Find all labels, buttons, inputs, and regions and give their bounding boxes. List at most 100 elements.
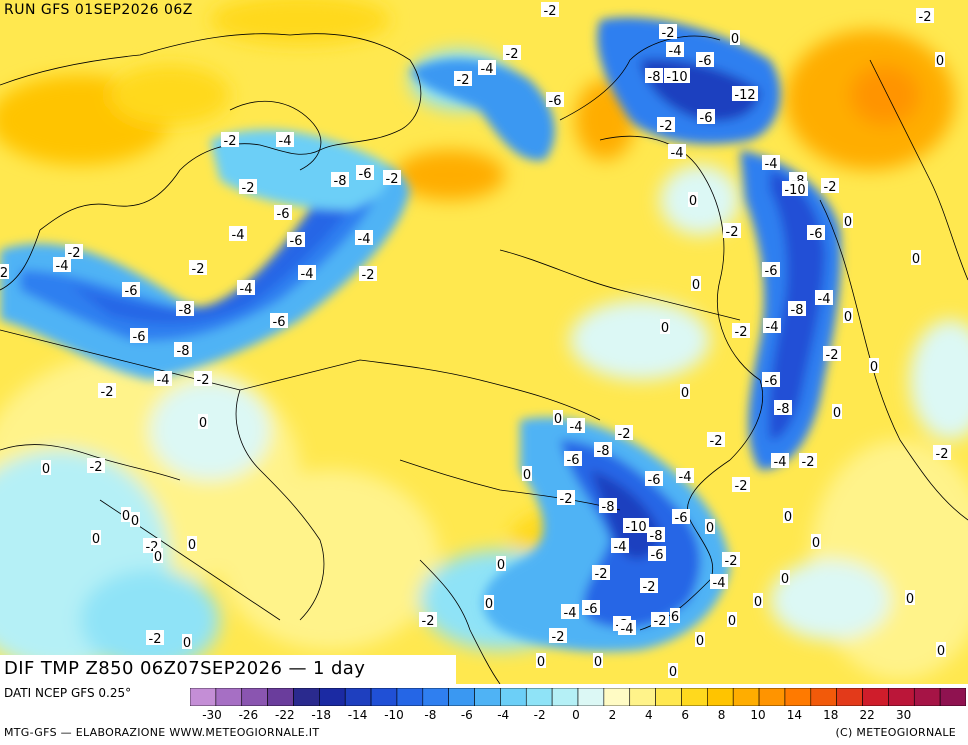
contour-label-text: -6 xyxy=(648,473,661,488)
legend-swatch xyxy=(267,688,294,706)
legend-tick-label: 6 xyxy=(681,708,689,722)
contour-label-text: 0 xyxy=(728,614,736,629)
contour-label: 0 xyxy=(688,192,698,209)
contour-label: -2 xyxy=(615,425,633,442)
contour-label-text: 0 xyxy=(912,252,920,267)
contour-label-text: -6 xyxy=(277,207,290,222)
contour-label-text: 6 xyxy=(671,610,679,625)
contour-label-text: -6 xyxy=(765,374,778,389)
contour-label: 0 xyxy=(911,250,921,267)
contour-label: 0 xyxy=(832,404,842,421)
contour-label: -2 xyxy=(87,458,105,475)
contour-label-text: 0 xyxy=(937,644,945,659)
data-source: DATI NCEP GFS 0.25° xyxy=(4,686,132,700)
contour-label: -2 xyxy=(916,8,934,25)
contour-label: -2 xyxy=(194,371,212,388)
color-legend xyxy=(190,688,966,706)
contour-label: -6 xyxy=(582,600,600,617)
contour-label-text: -2 xyxy=(802,455,815,470)
contour-label-text: 0 xyxy=(681,386,689,401)
contour-label-text: -2 xyxy=(192,262,205,277)
legend-swatch xyxy=(732,688,760,706)
contour-label-text: -2 xyxy=(725,554,738,569)
legend-swatch xyxy=(370,688,398,706)
contour-label: -6 xyxy=(696,52,714,69)
legend-tick-label: -26 xyxy=(238,708,259,722)
legend-swatch xyxy=(500,688,527,706)
contour-label-text: 0 xyxy=(497,558,505,573)
contour-label: -4 xyxy=(276,132,294,149)
legend-tick-label: -18 xyxy=(311,708,331,722)
legend-swatch xyxy=(681,688,708,706)
contour-label-text: -4 xyxy=(671,146,684,161)
contour-label: -6 xyxy=(122,282,140,299)
legend-swatch xyxy=(629,688,656,706)
temperature-anomaly-map: -2 -2-2 0-4-6-2-40-2 -8 -10-12-6-6-2-2 -4-4-4… xyxy=(0,0,968,684)
contour-label: -4 xyxy=(561,604,579,621)
contour-label: 0 xyxy=(691,276,701,293)
contour-label: -4 xyxy=(237,280,255,297)
legend-swatch xyxy=(577,688,605,706)
title-band xyxy=(0,655,456,684)
contour-label-text: -2 xyxy=(824,180,837,195)
contour-label-text: -4 xyxy=(56,259,69,274)
contour-label-text: 0 xyxy=(870,360,878,375)
legend-swatch xyxy=(707,688,734,706)
legend-swatch xyxy=(758,688,786,706)
contour-label: -2 xyxy=(98,383,116,400)
contour-label: -6 xyxy=(130,328,148,345)
contour-label: -2 xyxy=(821,178,839,195)
contour-label: -2 xyxy=(146,630,164,647)
contour-label: -2 xyxy=(503,45,521,62)
contour-label-text: -10 xyxy=(625,520,646,535)
contour-label: -4 xyxy=(298,265,316,282)
contour-label-text: -2 xyxy=(422,614,435,629)
contour-label: 0 xyxy=(41,460,51,477)
contour-label: -10 xyxy=(664,68,690,85)
contour-label-text: -2 xyxy=(654,614,667,629)
legend-swatch xyxy=(784,688,812,706)
contour-label-text: -8 xyxy=(602,500,615,515)
contour-label: 0 xyxy=(843,308,853,325)
contour-label: -2 xyxy=(541,2,559,19)
contour-label-text: -4 xyxy=(157,373,170,388)
contour-label-text: 0 xyxy=(844,310,852,325)
contour-label-text: -6 xyxy=(290,234,303,249)
contour-label: -8 xyxy=(645,68,663,85)
contour-label: -2 xyxy=(592,565,610,582)
contour-label-text: 0 xyxy=(131,514,139,529)
contour-label-text: -2 xyxy=(643,580,656,595)
contour-label-text: -2 xyxy=(726,225,739,240)
contour-label: -4 xyxy=(710,574,728,591)
contour-label-text: -2 xyxy=(197,373,210,388)
legend-swatch xyxy=(190,688,217,706)
contour-label-text: 0 xyxy=(696,634,704,649)
contour-label-text: -8 xyxy=(334,174,347,189)
contour-label-text: -2 xyxy=(457,73,470,88)
contour-label-text: -6 xyxy=(125,284,138,299)
contour-label-text: 0 xyxy=(594,655,602,670)
contour-label-text: -6 xyxy=(585,602,598,617)
contour-label: -2 xyxy=(707,432,725,449)
contour-label: 0 xyxy=(496,556,506,573)
legend-swatch xyxy=(810,688,837,706)
legend-swatch xyxy=(939,688,966,706)
contour-label: 0 xyxy=(811,534,821,551)
contour-label-text: -4 xyxy=(621,622,634,637)
contour-label-text: -8 xyxy=(791,303,804,318)
contour-label: -2 xyxy=(189,260,207,277)
legend-swatch xyxy=(241,688,268,706)
contour-label: -2 xyxy=(732,323,750,340)
contour-label-text: -4 xyxy=(765,157,778,172)
contour-label: -12 xyxy=(732,86,758,103)
contour-label-text: -6 xyxy=(810,227,823,242)
contour-label: -6 xyxy=(287,232,305,249)
legend-tick-label: -10 xyxy=(384,708,404,722)
contour-label: -2 xyxy=(221,132,239,149)
contour-label: 0 xyxy=(680,384,690,401)
contour-label-text: -6 xyxy=(700,111,713,126)
contour-label: 0 xyxy=(730,30,740,47)
contour-label-text: -8 xyxy=(777,402,790,417)
contour-label-text: -4 xyxy=(713,576,726,591)
